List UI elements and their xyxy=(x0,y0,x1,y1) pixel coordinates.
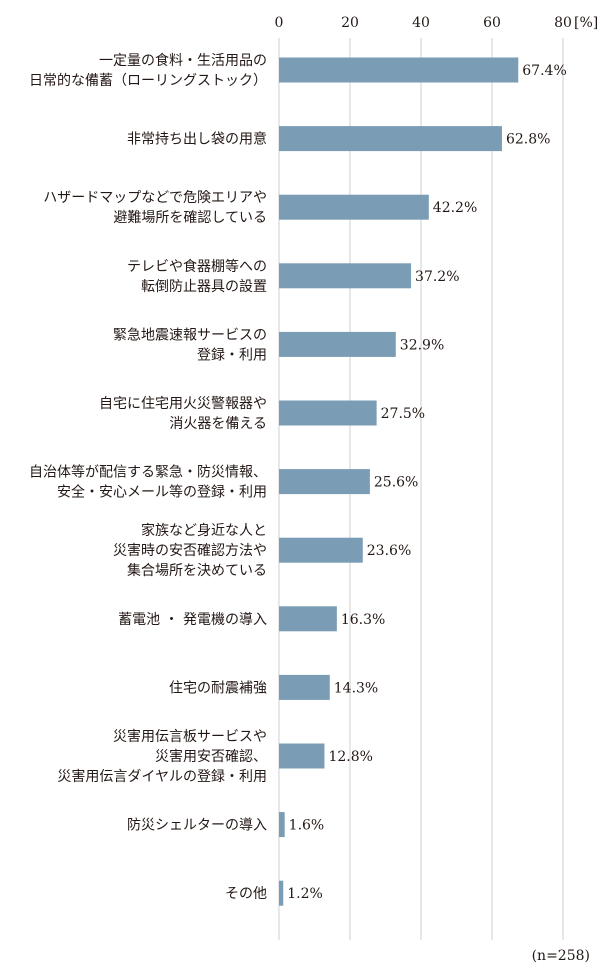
bar xyxy=(279,743,325,769)
category-label-line: 日常的な備蓄（ローリングストック） xyxy=(29,73,267,89)
bar xyxy=(279,537,363,563)
sample-size-note: (n=258) xyxy=(531,948,590,964)
category-label-line: 緊急地震速報サービスの xyxy=(113,327,267,343)
category-label-line: 災害時の安否確認方法や xyxy=(113,543,267,559)
category-label-line: 災害用伝言ダイヤルの登録・利用 xyxy=(57,769,267,785)
category-label-line: 家族など身近な人と xyxy=(141,522,267,539)
value-label: 23.6% xyxy=(367,543,411,559)
category-label-line: 集合場所を決めている xyxy=(127,562,267,579)
value-label: 25.6% xyxy=(374,475,418,491)
bar xyxy=(279,194,429,220)
category-label-line: 避難場所を確認している xyxy=(113,210,267,226)
category-label: 一定量の食料・生活用品の日常的な備蓄（ローリングストック） xyxy=(29,52,267,89)
category-label-line: 自治体等が配信する緊急・防災情報、 xyxy=(29,464,267,481)
x-tick-label: 80 xyxy=(554,15,572,31)
value-label: 67.4% xyxy=(522,63,566,79)
value-label: 1.6% xyxy=(289,818,325,834)
bar xyxy=(279,57,519,83)
x-axis-unit: [%] xyxy=(574,15,598,31)
bar xyxy=(279,674,330,700)
category-label-line: 住宅の耐震補強 xyxy=(169,680,267,696)
category-label-line: 災害用伝言板サービスや xyxy=(113,729,267,745)
category-label-line: 災害用安否確認、 xyxy=(155,749,267,765)
category-label: ハザードマップなどで危険エリアや避難場所を確認している xyxy=(43,190,267,226)
category-label: テレビや食器棚等への転倒防止器具の設置 xyxy=(127,258,267,295)
value-label: 42.2% xyxy=(433,200,477,216)
bar xyxy=(279,126,502,152)
category-label-line: 非常持ち出し袋の用意 xyxy=(127,131,267,148)
x-tick-label: 40 xyxy=(412,15,430,31)
value-label: 27.5% xyxy=(381,406,425,422)
category-label: 自治体等が配信する緊急・防災情報、安全・安心メール等の登録・利用 xyxy=(29,464,267,501)
category-label: その他 xyxy=(225,886,267,902)
category-label: 住宅の耐震補強 xyxy=(169,680,267,696)
bar xyxy=(279,880,284,906)
bar xyxy=(279,469,370,495)
category-label: 防災シェルターの導入 xyxy=(127,818,267,834)
bar xyxy=(279,263,412,289)
category-label-line: 安全・安心メール等の登録・利用 xyxy=(57,484,267,501)
value-label: 14.3% xyxy=(334,680,378,696)
category-label-line: 自宅に住宅用火災警報器や xyxy=(99,396,267,412)
value-label: 1.2% xyxy=(287,886,323,902)
value-label: 12.8% xyxy=(328,749,372,765)
category-label-line: 蓄電池 ・ 発電機の導入 xyxy=(118,612,267,628)
category-label: 自宅に住宅用火災警報器や消火器を備える xyxy=(99,396,267,432)
category-label: 緊急地震速報サービスの登録・利用 xyxy=(113,327,267,363)
bar xyxy=(279,331,396,357)
category-label: 家族など身近な人と災害時の安否確認方法や集合場所を決めている xyxy=(113,522,267,579)
category-label: 災害用伝言板サービスや災害用安否確認、災害用伝言ダイヤルの登録・利用 xyxy=(57,729,267,785)
value-label: 37.2% xyxy=(415,269,459,285)
x-tick-label: 0 xyxy=(275,15,284,31)
category-label-line: 転倒防止器具の設置 xyxy=(141,279,267,295)
value-label: 32.9% xyxy=(400,337,444,353)
category-label-line: 防災シェルターの導入 xyxy=(127,818,267,834)
category-label-line: 消火器を備える xyxy=(169,416,267,432)
x-tick-label: 20 xyxy=(341,15,359,31)
category-label-line: テレビや食器棚等への xyxy=(127,258,267,275)
bar xyxy=(279,400,377,426)
value-label: 16.3% xyxy=(341,612,385,628)
category-label-line: 一定量の食料・生活用品の xyxy=(99,52,267,69)
bar xyxy=(279,812,285,838)
category-label-line: ハザードマップなどで危険エリアや xyxy=(43,190,267,206)
category-label-line: 登録・利用 xyxy=(197,347,267,363)
category-label: 蓄電池 ・ 発電機の導入 xyxy=(118,612,267,628)
x-tick-label: 60 xyxy=(483,15,501,31)
value-label: 62.8% xyxy=(506,132,550,148)
category-label: 非常持ち出し袋の用意 xyxy=(127,131,267,148)
bar xyxy=(279,606,337,632)
category-label-line: その他 xyxy=(225,886,267,902)
